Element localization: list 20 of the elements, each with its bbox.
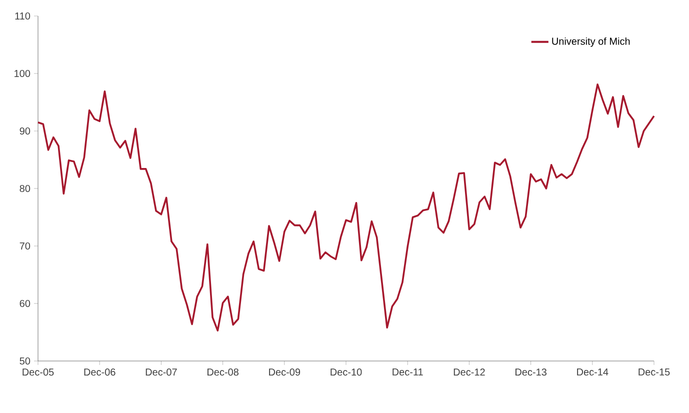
- x-tick-label: Dec-12: [454, 368, 485, 376]
- y-tick-label: 70: [20, 242, 30, 250]
- x-tick-label: Dec-10: [330, 368, 362, 376]
- y-tick-label: 100: [14, 70, 30, 78]
- x-tick-label: Dec-08: [208, 368, 238, 376]
- y-tick-label: 110: [15, 12, 30, 20]
- y-tick-label: 50: [20, 357, 30, 365]
- x-tick-label: Dec-05: [22, 368, 54, 376]
- x-tick-label: Dec-09: [269, 368, 300, 376]
- y-tick-label: 90: [20, 127, 30, 135]
- x-tick-label: Dec-15: [638, 368, 670, 376]
- legend-label: University of Mich: [552, 37, 630, 47]
- x-tick-label: Dec-11: [392, 368, 423, 376]
- x-tick-label: Dec-07: [146, 368, 177, 376]
- x-tick-label: Dec-13: [516, 368, 546, 376]
- y-tick-label: 60: [20, 300, 30, 308]
- x-tick-label: Dec-14: [577, 368, 608, 376]
- x-tick-label: Dec-06: [84, 368, 116, 376]
- y-tick-label: 80: [20, 184, 30, 192]
- line-series: [37, 84, 655, 332]
